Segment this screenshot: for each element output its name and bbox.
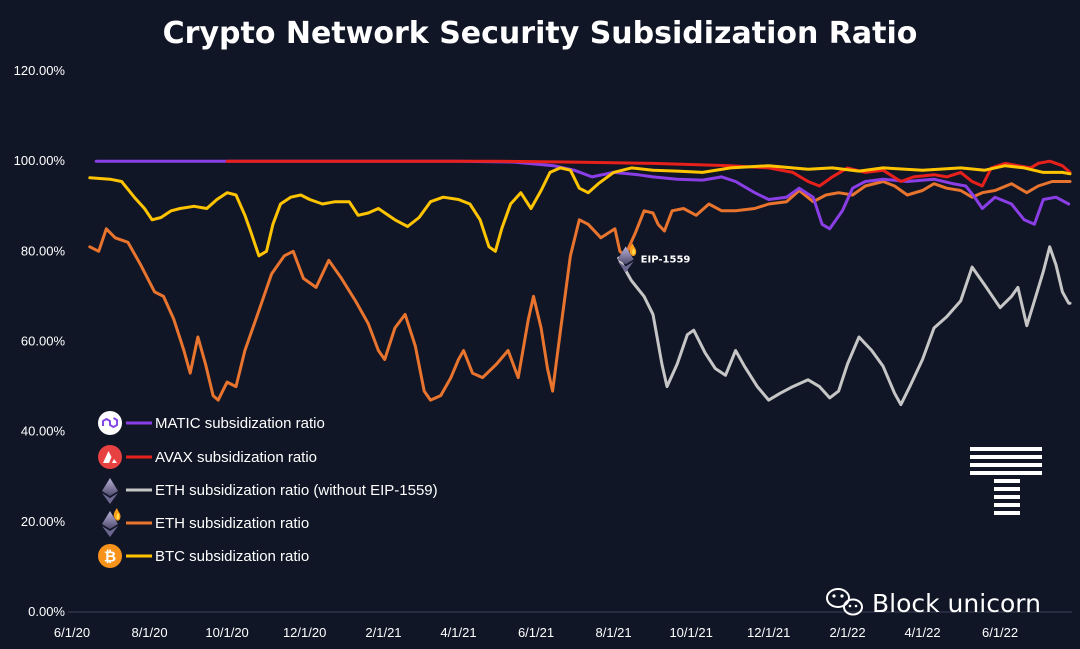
x-axis-tick-labels: 6/1/20 8/1/20 10/1/20 12/1/20 2/1/21 4/1/21 6/… <box>54 625 1018 640</box>
legend-item: ETH subsidization ratio <box>102 508 309 537</box>
legend-item: MATIC subsidization ratio <box>98 411 325 435</box>
ethereum-fire-icon <box>102 508 121 537</box>
y-axis-tick-labels: 0.00% 20.00% 40.00% 60.00% 80.00% 100.00% 120.… <box>14 63 66 619</box>
watermark: Block unicorn <box>826 588 1041 618</box>
chart-title: Crypto Network Security Subsidization Ra… <box>163 16 918 51</box>
legend-item: AVAX subsidization ratio <box>98 445 317 469</box>
x-tick-label: 12/1/21 <box>747 625 790 640</box>
legend-item: ₿ BTC subsidization ratio <box>98 544 309 568</box>
x-tick-label: 4/1/21 <box>440 625 476 640</box>
eip1559-annotation: EIP-1559 <box>617 243 691 273</box>
y-tick-label: 120.00% <box>14 63 66 78</box>
ethereum-icon <box>102 478 118 504</box>
polygon-matic-icon <box>98 411 122 435</box>
x-tick-label: 6/1/22 <box>982 625 1018 640</box>
ethereum-fire-icon <box>617 243 637 273</box>
watermark-text: Block unicorn <box>872 589 1041 618</box>
x-tick-label: 6/1/20 <box>54 625 90 640</box>
legend-label: BTC subsidization ratio <box>155 548 309 565</box>
x-tick-label: 4/1/22 <box>904 625 940 640</box>
ethereum-fire-icon <box>617 243 637 273</box>
series-lines <box>88 159 1072 407</box>
legend-label: ETH subsidization ratio <box>155 515 309 532</box>
x-tick-label: 8/1/21 <box>596 625 632 640</box>
brand-logo-icon <box>970 447 1042 515</box>
bitcoin-icon: ₿ <box>98 544 122 568</box>
series-line-ethereum-fire <box>88 180 1072 402</box>
series-line-bitcoin <box>88 164 1072 258</box>
x-tick-label: 8/1/20 <box>131 625 167 640</box>
y-tick-label: 20.00% <box>21 514 66 529</box>
svg-text:₿: ₿ <box>104 548 116 566</box>
x-tick-label: 10/1/20 <box>205 625 248 640</box>
x-tick-label: 12/1/20 <box>283 625 326 640</box>
x-tick-label: 2/1/21 <box>365 625 401 640</box>
legend-item: ETH subsidization ratio (without EIP-155… <box>102 478 438 504</box>
legend-label: MATIC subsidization ratio <box>155 415 325 432</box>
y-tick-label: 0.00% <box>28 604 65 619</box>
legend: MATIC subsidization ratio AVAX subsidizat… <box>98 411 438 568</box>
legend-label: ETH subsidization ratio (without EIP-155… <box>155 482 438 499</box>
series-line-ethereum <box>617 245 1072 407</box>
eip1559-label: EIP-1559 <box>641 254 691 265</box>
legend-label: AVAX subsidization ratio <box>155 449 317 466</box>
avalanche-avax-icon <box>98 445 122 469</box>
series-line-polygon-matic <box>94 159 1071 231</box>
wechat-icon <box>826 588 863 616</box>
y-tick-label: 80.00% <box>21 243 66 258</box>
y-tick-label: 60.00% <box>21 334 66 349</box>
x-tick-label: 6/1/21 <box>518 625 554 640</box>
y-tick-label: 40.00% <box>21 424 66 439</box>
x-tick-label: 10/1/21 <box>669 625 712 640</box>
x-tick-label: 2/1/22 <box>829 625 865 640</box>
y-tick-label: 100.00% <box>14 153 66 168</box>
